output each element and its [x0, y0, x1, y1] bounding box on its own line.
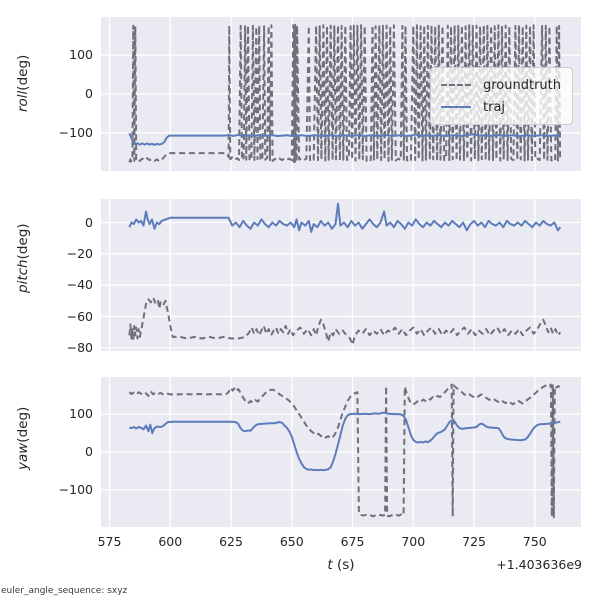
time-axis-label: t (s): [101, 557, 581, 573]
xtick-label: 675: [340, 534, 365, 549]
ytick-label: 0: [85, 444, 93, 459]
ytick-label: −40: [66, 277, 93, 293]
ytick-label: −80: [66, 339, 93, 355]
xtick-label: 575: [97, 534, 122, 549]
xtick-label: 750: [522, 534, 547, 549]
dashed-line-sample-icon: [441, 84, 471, 86]
yaw-subplot: [101, 377, 581, 527]
legend-label-groundtruth: groundtruth: [483, 77, 562, 93]
euler-sequence-note: euler_angle_sequence: sxyz: [1, 586, 128, 596]
ytick-label: 100: [69, 47, 93, 63]
ytick-label: 0: [85, 86, 93, 101]
legend-label-traj: traj: [483, 99, 506, 115]
xtick-label: 700: [401, 534, 426, 549]
time-axis-label-unit: (s): [332, 557, 355, 573]
xtick-label: 725: [462, 534, 486, 549]
legend-item-traj: traj: [441, 96, 562, 118]
ytick-label: −100: [58, 481, 93, 497]
series-groundtruth: [128, 296, 562, 346]
series-traj: [129, 411, 561, 472]
gridlines: [101, 377, 581, 527]
xtick-label: 600: [158, 534, 183, 549]
legend: groundtruth traj: [430, 67, 573, 125]
xtick-label: 625: [219, 534, 243, 549]
pitch-subplot: [101, 199, 581, 351]
ytick-label: −20: [66, 245, 93, 261]
ytick-label: −60: [66, 308, 93, 324]
ytick-label: 100: [69, 406, 93, 422]
x-axis-offset-text: +1.403636e9: [496, 557, 582, 572]
xtick-label: 650: [279, 534, 304, 549]
time-axis-label-var: t: [327, 557, 333, 573]
ytick-label: −100: [58, 124, 93, 140]
legend-item-groundtruth: groundtruth: [441, 74, 562, 96]
series-traj: [128, 202, 562, 233]
solid-line-sample-icon: [441, 106, 471, 108]
series-groundtruth: [128, 383, 561, 519]
ytick-label: 0: [85, 214, 93, 230]
series-traj: [128, 132, 562, 146]
